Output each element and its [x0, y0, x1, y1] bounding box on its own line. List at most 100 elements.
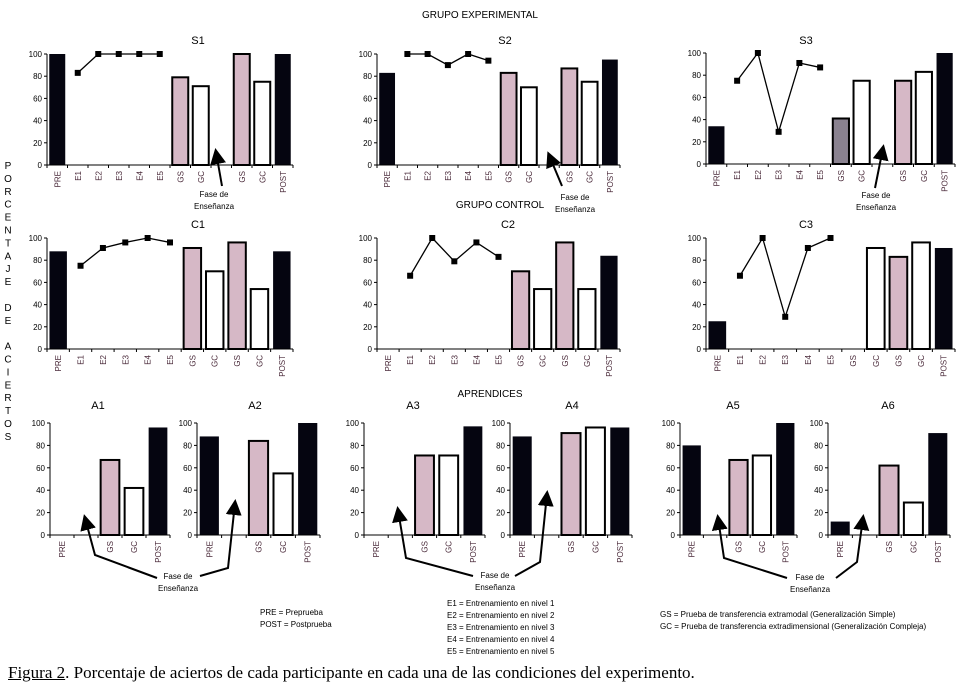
bar-gc: [533, 288, 553, 350]
y-tick-label: 0: [38, 345, 43, 354]
y-tick-label: 0: [501, 531, 506, 540]
y-axis-label-letter: J: [6, 264, 11, 275]
bar-gs: [99, 458, 121, 536]
y-tick-label: 60: [363, 278, 372, 287]
bar-pre: [708, 126, 725, 164]
x-tick-label: E2: [759, 354, 768, 364]
legend-item: E2 = Entrenamiento en nivel 2: [447, 611, 555, 620]
x-tick-label: GS: [517, 355, 526, 367]
y-tick-label: 60: [363, 94, 372, 103]
x-tick-label: E5: [156, 170, 165, 180]
y-tick-label: 0: [819, 531, 824, 540]
annotation-ensenanza: Enseñanza: [856, 203, 897, 212]
bar-gs: [227, 241, 247, 350]
x-tick-label: E3: [121, 354, 130, 364]
training-point: [407, 272, 414, 279]
y-tick-label: 60: [33, 278, 42, 287]
training-line: [736, 51, 821, 135]
bar-gc: [584, 426, 606, 537]
legend-item: E1 = Entrenamiento en nivel 1: [447, 599, 555, 608]
panel-title: A5: [726, 400, 739, 412]
y-axis-label-letter: C: [4, 355, 11, 366]
x-tick-label: E3: [450, 354, 459, 364]
y-tick-label: 60: [814, 464, 823, 473]
y-axis-label-letter: E: [5, 213, 12, 224]
training-line: [739, 236, 831, 320]
x-tick-label: GS: [899, 170, 908, 182]
training-point: [473, 239, 480, 246]
y-tick-label: 60: [692, 278, 701, 287]
y-tick-label: 80: [666, 441, 675, 450]
y-tick-label: 20: [692, 138, 701, 147]
training-point: [167, 239, 173, 246]
training-point: [424, 51, 431, 57]
legend-item: E3 = Entrenamiento en nivel 3: [447, 623, 555, 632]
panel-title: C1: [191, 219, 205, 231]
x-tick-label: E5: [495, 354, 504, 364]
bar-gs: [831, 117, 850, 165]
y-tick-label: 60: [666, 464, 675, 473]
y-tick-label: 80: [183, 441, 192, 450]
x-tick-label: E1: [74, 170, 83, 180]
y-axis-label-letter: R: [4, 187, 11, 198]
training-point: [754, 50, 761, 56]
bar-gc: [438, 454, 460, 537]
bar-gc: [249, 288, 270, 350]
y-tick-label: 80: [363, 256, 372, 265]
panel-title: A4: [565, 400, 578, 412]
y-axis-label-letter: I: [7, 367, 10, 378]
y-tick-label: 0: [697, 160, 702, 169]
bar-gc: [123, 486, 145, 536]
bar-pre: [708, 321, 727, 349]
legend-item: E5 = Entrenamiento en nivel 5: [447, 647, 555, 656]
x-tick-label: PRE: [205, 541, 214, 557]
x-tick-label: GS: [255, 541, 264, 553]
training-point: [156, 51, 163, 57]
y-axis-label-letter: E: [5, 277, 12, 288]
caption-text: . Porcentaje de aciertos de cada partici…: [65, 663, 695, 682]
x-tick-label: POST: [278, 355, 287, 377]
bar-pre: [512, 436, 532, 535]
bar-gc: [191, 85, 210, 166]
y-tick-label: 100: [29, 50, 43, 59]
arrow: [872, 144, 889, 189]
bar-gs: [182, 246, 203, 351]
y-tick-label: 20: [183, 509, 192, 518]
x-tick-label: E2: [424, 170, 433, 180]
annotation-fase: Fase de: [862, 191, 891, 200]
y-tick-label: 100: [810, 419, 824, 428]
x-tick-label: GS: [849, 355, 858, 367]
panel-title: C3: [799, 219, 813, 231]
bar-gs: [560, 432, 582, 536]
arrow: [199, 499, 242, 577]
training-point: [95, 51, 102, 57]
panel-title: A2: [248, 400, 261, 412]
x-tick-label: GC: [591, 541, 600, 553]
y-tick-label: 60: [496, 464, 505, 473]
x-tick-label: PRE: [384, 355, 393, 371]
x-tick-label: POST: [469, 541, 478, 563]
bar-post: [273, 251, 291, 349]
x-tick-label: E5: [816, 169, 825, 179]
x-tick-label: PRE: [372, 541, 381, 557]
y-axis-label-letter: E: [5, 316, 12, 327]
x-tick-label: GC: [279, 541, 288, 553]
bar-gs: [728, 458, 749, 536]
x-tick-label: PRE: [54, 355, 63, 371]
x-tick-label: GC: [917, 355, 926, 367]
training-point: [136, 51, 143, 57]
annotation-ensenanza: Enseñanza: [194, 202, 235, 211]
y-axis-label-letter: E: [5, 380, 12, 391]
bar-gc: [914, 70, 933, 165]
training-point: [817, 64, 824, 71]
y-tick-label: 80: [36, 441, 45, 450]
x-tick-label: GS: [567, 541, 576, 553]
y-tick-label: 0: [368, 161, 373, 170]
x-tick-label: E1: [736, 354, 745, 364]
bar-pre: [49, 251, 67, 349]
x-tick-label: E2: [94, 170, 103, 180]
training-point: [734, 77, 741, 84]
legend-item: GS = Prueba de transferencia extramodal …: [660, 610, 896, 619]
x-tick-label: GS: [233, 355, 242, 367]
